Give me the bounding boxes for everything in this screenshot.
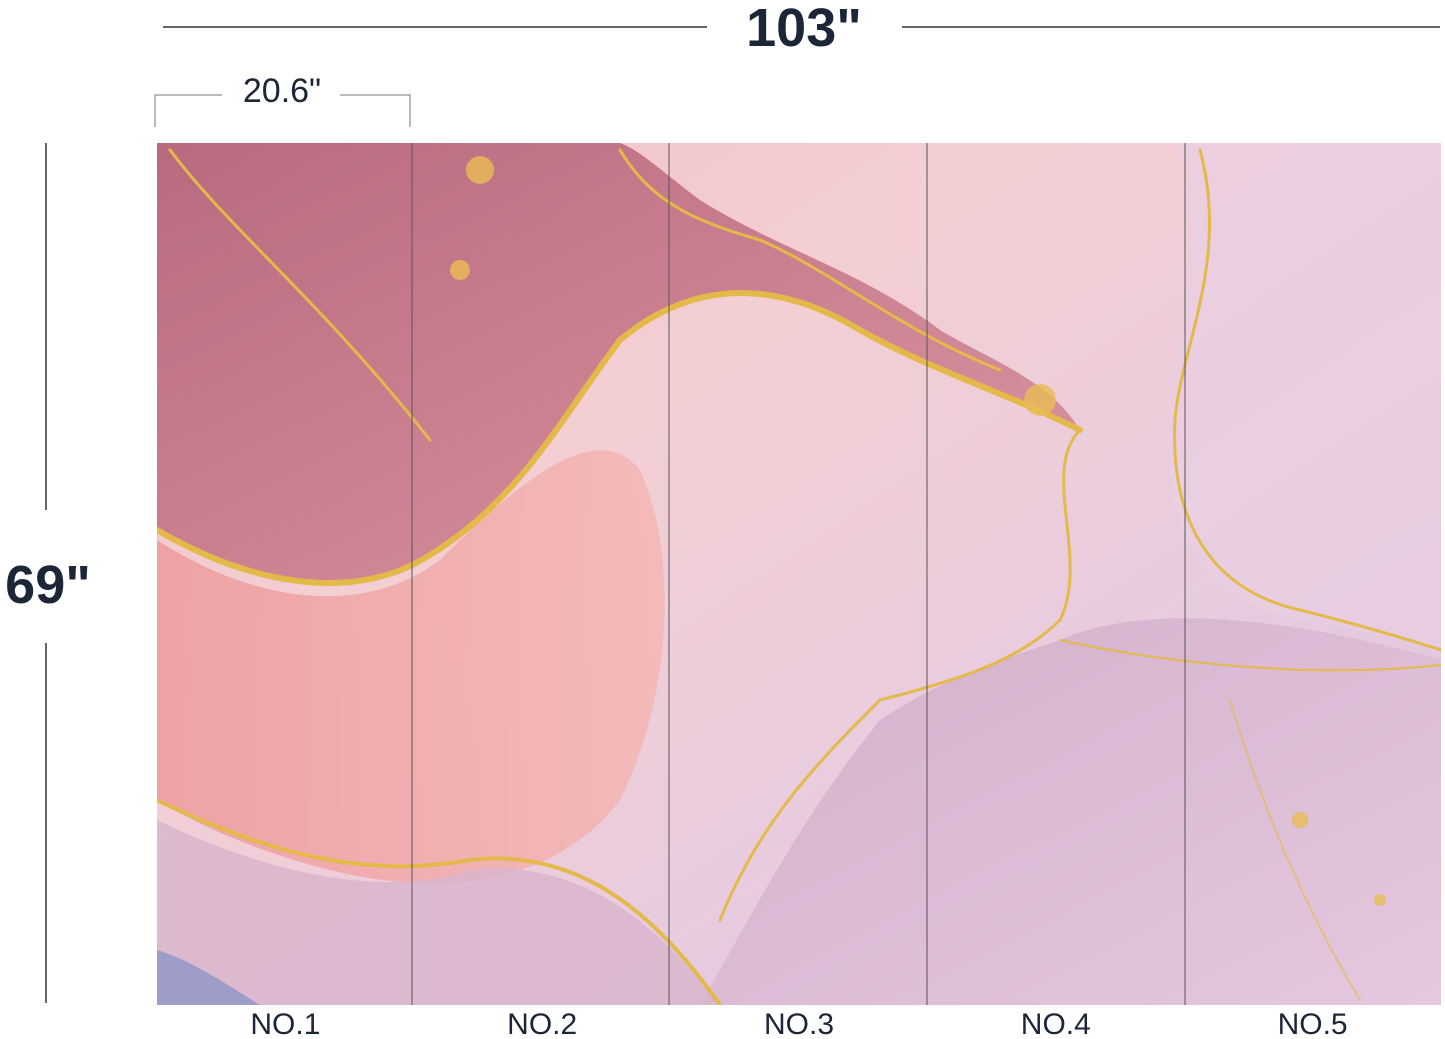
panel-label: NO.3 — [764, 1008, 834, 1039]
panel-width-label: 20.6" — [243, 72, 321, 110]
total-width-label: 103" — [746, 0, 862, 58]
panel-labels: NO.1 NO.2 NO.3 NO.4 NO.5 — [250, 1008, 1347, 1039]
height-label: 69" — [5, 555, 91, 615]
panel-label: NO.4 — [1021, 1008, 1091, 1039]
panel-label: NO.5 — [1278, 1008, 1348, 1039]
panel-bracket — [154, 94, 222, 127]
panel-bracket — [340, 94, 411, 127]
panel-label: NO.1 — [250, 1008, 320, 1039]
panel-label: NO.2 — [507, 1008, 577, 1039]
marble-image — [157, 143, 1441, 1005]
panel-dividers — [411, 143, 1186, 1005]
